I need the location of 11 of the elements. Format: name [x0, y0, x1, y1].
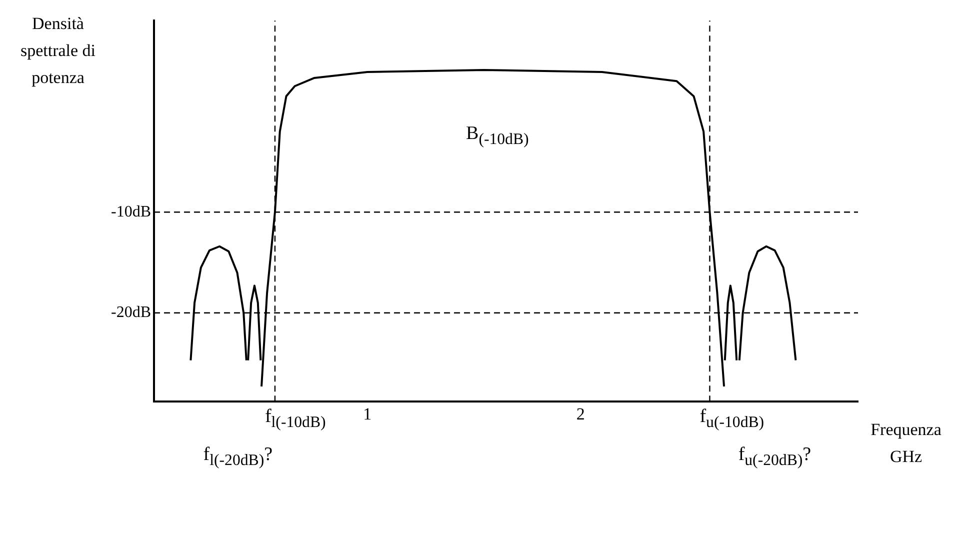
y-axis-title: Densità spettrale di potenza [19, 13, 97, 90]
text: f$_{l(-20dB)}$? [203, 444, 273, 470]
x-axis-title: Frequenza GHz [870, 418, 942, 468]
x-tick-label: 2 [576, 404, 585, 424]
x-tick-label: 1 [363, 404, 372, 424]
annotation: f$_{l(-10dB)}$ [264, 406, 326, 432]
annotation: B$_{(-10dB)}$ [466, 123, 529, 150]
y-tick-label: -10dB [111, 203, 151, 220]
y-tick-label: -20dB [111, 304, 151, 322]
text: f$_{u(-20dB)}$? [738, 444, 812, 470]
annotation: f$_{u(-10dB)}$ [700, 406, 764, 432]
